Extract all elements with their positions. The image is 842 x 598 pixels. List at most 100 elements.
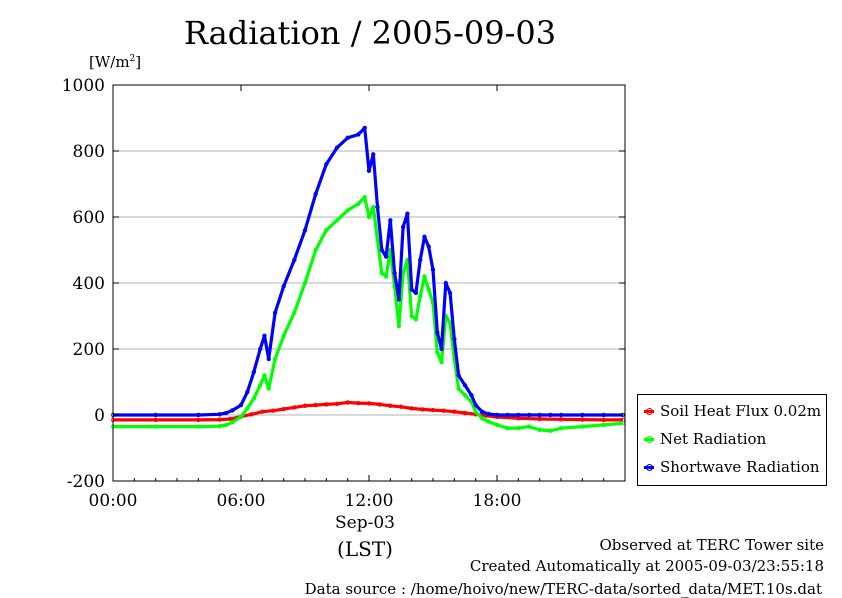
data-point [452,409,457,414]
data-point [494,412,500,418]
data-point [548,428,553,434]
x-axis-label: (LST) [337,537,393,561]
data-point [266,386,271,391]
footer-source: Data source : /home/hoivo/new/TERC-data/… [304,580,822,598]
data-point [469,393,474,398]
series-layer [110,125,626,434]
y-unit-superscript: 2 [129,54,136,64]
data-point [447,290,453,296]
legend-item: Soil Heat Flux 0.02m [644,401,821,421]
data-point [281,284,286,289]
legend-label: Soil Heat Flux 0.02m [660,402,822,420]
data-point [426,287,431,292]
data-point [443,280,448,286]
data-point [272,310,278,315]
data-point [548,412,553,418]
data-point [422,274,427,279]
data-point [262,373,267,378]
data-point [302,227,308,233]
data-point [526,424,532,429]
data-point [558,426,564,431]
data-point [356,201,361,206]
data-point [398,404,404,409]
data-point [260,409,265,414]
data-point [313,247,318,253]
legend-item: Net Radiation [644,429,766,449]
x-tick-label: 06:00 [217,491,266,511]
y-tick-label: 200 [73,340,105,360]
data-point [601,422,606,428]
data-point [313,191,318,197]
data-point [292,257,297,263]
data-point [558,412,564,418]
data-point [281,406,286,412]
y-axis-unit: [W/m2] [89,53,141,71]
data-point [245,406,250,411]
series-line [113,195,624,433]
data-point [392,270,397,276]
data-point [196,412,201,418]
data-point [435,350,440,355]
data-point [486,419,491,424]
x-axis-date-label: Sep-03 [335,513,395,533]
legend-label: Shortwave Radiation [660,458,820,476]
data-point [366,214,372,220]
data-point [473,402,478,408]
chart-title: Radiation / 2005-09-03 [183,14,557,52]
data-point [409,287,414,292]
data-point [272,356,278,362]
series-soil-heat-flux-0-02m [110,400,626,423]
data-point [383,274,389,279]
data-point [223,410,229,416]
y-tick-label: 400 [73,274,105,294]
data-point [153,424,158,429]
data-point [537,427,542,433]
data-point [324,402,329,407]
data-point [266,356,271,362]
data-point [494,422,500,428]
data-point [486,411,491,417]
data-point [302,280,308,286]
data-point [196,417,201,423]
data-point [439,346,444,352]
y-tick-label: 1000 [62,76,105,96]
data-point [388,403,393,408]
data-point [580,417,585,422]
data-point [313,402,318,408]
data-point [345,208,350,213]
data-point [405,211,410,216]
data-point [262,333,267,338]
data-point [452,336,457,342]
data-point [473,409,478,414]
footer-site: Observed at TERC Tower site [599,536,824,554]
data-point [334,218,340,223]
data-point [479,409,485,414]
data-point [362,125,367,131]
y-tick-label: 800 [73,142,105,162]
series-line [113,126,623,417]
y-tick-label: -200 [67,472,105,492]
data-point [217,417,222,422]
legend-item: Shortwave Radiation [644,457,820,477]
data-point [371,152,376,157]
data-point [217,412,222,417]
data-point [153,417,158,423]
data-point [441,408,446,413]
series-shortwave-radiation [110,125,626,418]
data-point [281,333,286,338]
data-point [334,401,340,406]
data-point [418,294,423,299]
grid-lines [113,150,625,416]
data-point [462,410,468,416]
footer-created: Created Automatically at 2005-09-03/23:5… [469,557,824,575]
data-point [377,402,382,407]
data-point [601,417,606,423]
data-point [324,227,329,233]
data-point [270,408,276,413]
data-point [230,408,235,413]
data-point [505,426,510,431]
data-point [396,297,402,302]
data-point [238,414,244,419]
data-point [413,290,419,296]
